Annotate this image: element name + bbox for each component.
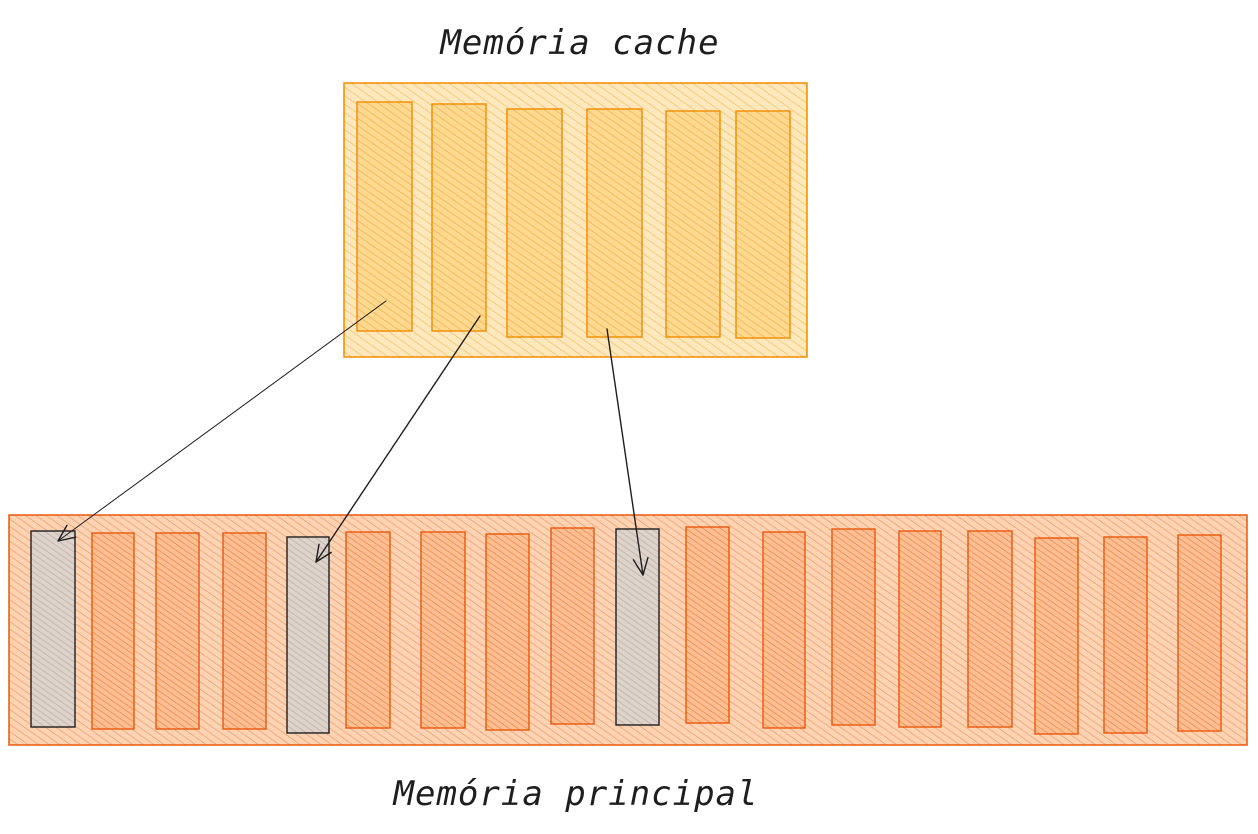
- main-memory: [8, 514, 1248, 746]
- cache-slot: [431, 103, 487, 332]
- cache-memory: [343, 82, 808, 358]
- main-memory-slot: [155, 532, 200, 730]
- main-memory-slot: [1177, 534, 1222, 732]
- main-memory-slot: [550, 527, 595, 725]
- main-memory-title: Memória principal: [393, 774, 759, 814]
- cache-slot: [665, 110, 721, 338]
- main-memory-slot: [91, 532, 135, 730]
- cache-slot: [735, 110, 791, 339]
- cache-frame: [343, 82, 808, 358]
- main-memory-slot: [685, 526, 730, 724]
- main-memory-slot: [485, 533, 530, 731]
- cache-slot: [586, 108, 643, 338]
- main-memory-slot: [1103, 536, 1148, 734]
- main-memory-slot: [222, 532, 267, 730]
- main-memory-slot: [967, 530, 1013, 728]
- main-memory-slot-mapped: [286, 536, 330, 734]
- main-memory-slot: [420, 531, 466, 729]
- mapping-arrows: [57, 300, 649, 576]
- mapping-arrow: [315, 315, 481, 563]
- mapping-arrow: [57, 300, 387, 542]
- cache-title: Memória cache: [439, 23, 719, 63]
- main-memory-slot-mapped: [30, 530, 76, 728]
- main-memory-slot: [831, 528, 876, 726]
- main-memory-slot: [345, 531, 391, 729]
- main-memory-slot-mapped: [615, 528, 660, 726]
- main-memory-slot: [898, 530, 942, 728]
- mapping-arrow: [606, 328, 649, 576]
- main-memory-slot: [762, 531, 806, 729]
- cache-slot: [356, 101, 413, 332]
- main-memory-slot: [1034, 537, 1079, 735]
- cache-slot: [506, 108, 563, 338]
